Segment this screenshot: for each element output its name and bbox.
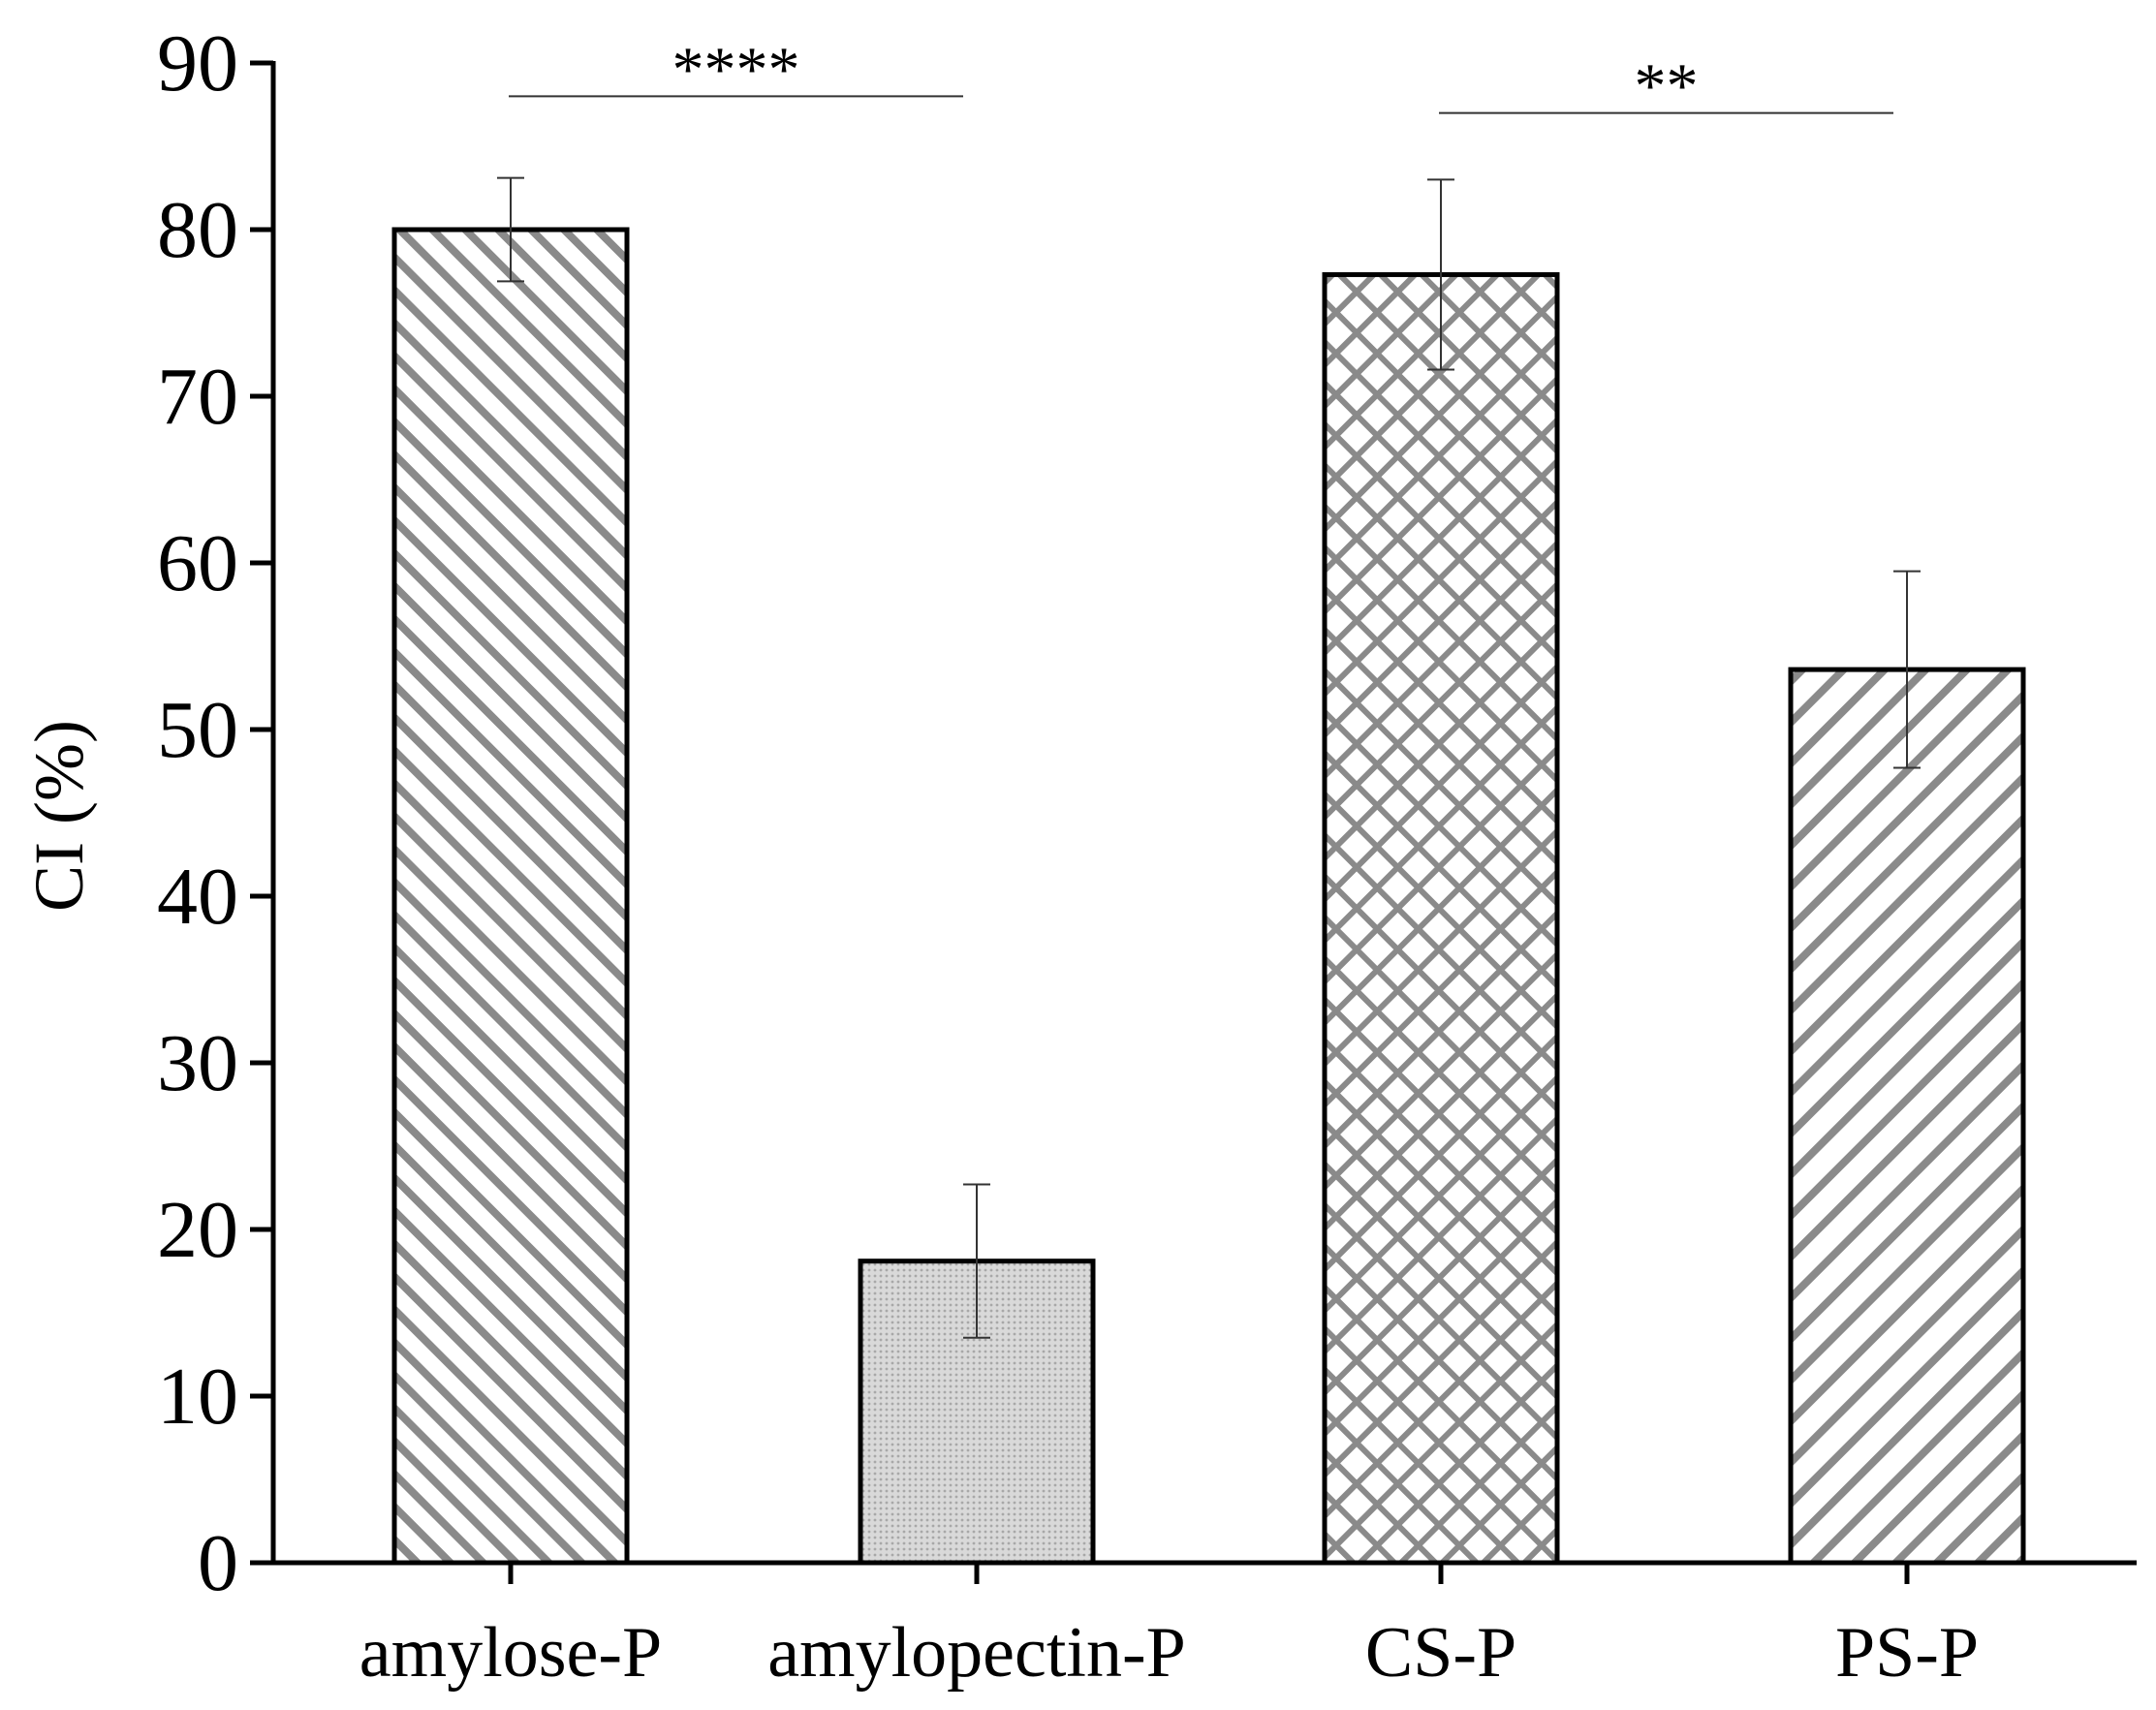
y-tick-label: 30 — [157, 1018, 238, 1108]
y-tick-label: 20 — [157, 1185, 238, 1275]
significance-label: ** — [1635, 51, 1699, 122]
y-tick-label: 90 — [157, 18, 238, 109]
x-category-label: PS-P — [1835, 1613, 1979, 1693]
y-tick-label: 70 — [157, 352, 238, 442]
x-category-label: amylose-P — [359, 1613, 662, 1693]
y-tick-label: 0 — [198, 1518, 238, 1608]
y-axis: 0 10 20 30 40 50 60 70 80 90 — [157, 18, 276, 1608]
bar-amylopectin-P — [858, 1259, 1096, 1566]
significance-annotations: **** ** — [509, 34, 1893, 122]
error-bars — [497, 176, 1921, 1339]
y-tick-label: 80 — [157, 185, 238, 275]
x-category-label: amylopectin-P — [767, 1613, 1186, 1693]
bar-CS-P — [1322, 271, 1560, 1566]
bars — [391, 227, 2026, 1566]
x-axis: amylose-P amylopectin-P CS-P PS-P — [271, 1560, 2137, 1693]
y-tick-label: 60 — [157, 518, 238, 608]
y-axis-title: CI (%) — [20, 720, 98, 912]
x-category-label: CS-P — [1365, 1613, 1516, 1693]
y-tick-label: 50 — [157, 685, 238, 775]
bar-PS-P — [1788, 667, 2026, 1566]
significance-label: **** — [672, 34, 800, 105]
bar-amylose-P — [391, 227, 630, 1566]
y-tick-label: 10 — [157, 1352, 238, 1442]
y-tick-label: 40 — [157, 852, 238, 942]
